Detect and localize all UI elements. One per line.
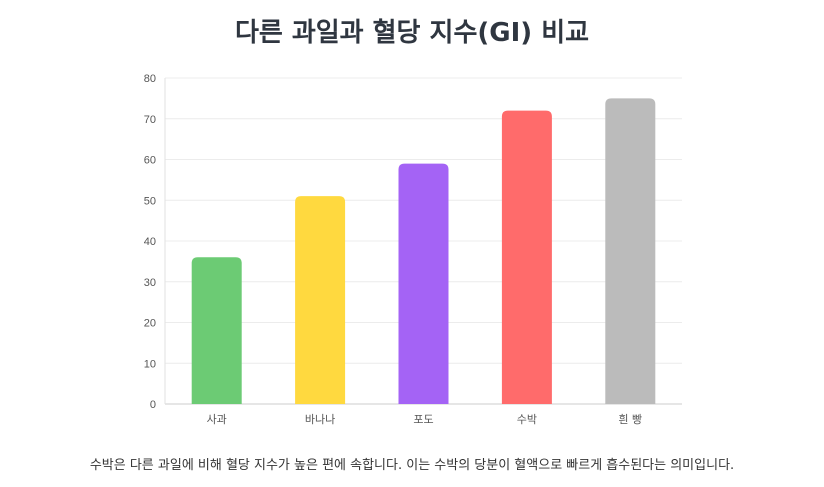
bar-1 [191,257,242,404]
y-tick-label: 80 [144,73,156,85]
chart-caption: 수박은 다른 과일에 비해 혈당 지수가 높은 편에 속합니다. 이는 수박의 … [89,458,735,473]
y-tick-label: 70 [144,114,156,126]
bar-chart: 0 10 20 30 40 50 60 70 80 사과 바나나 포도 수박 흰 빵 [144,73,682,426]
bar-3 [398,163,449,404]
bars [191,98,656,404]
bar-5 [605,98,656,404]
x-tick-label: 흰 빵 [618,413,642,426]
x-tick-label: 바나나 [305,413,335,426]
y-tick-label: 50 [144,195,156,207]
y-tick-label: 60 [144,155,156,167]
y-tick-label: 20 [144,318,156,330]
x-tick-label: 포도 [413,413,433,426]
x-tick-label: 사과 [207,413,227,426]
y-tick-label: 0 [150,399,156,411]
chart-title: 다른 과일과 혈당 지수(GI) 비교 [234,18,590,48]
y-tick-label: 40 [144,236,156,248]
bar-4 [501,110,552,404]
y-tick-label: 10 [144,358,156,370]
chart-area: 0 10 20 30 40 50 60 70 80 사과 바나나 포도 수박 흰 빵 [0,60,824,440]
x-tick-label: 수박 [517,413,537,426]
y-tick-label: 30 [144,277,156,289]
y-axis: 0 10 20 30 40 50 60 70 80 [144,73,166,411]
x-axis: 사과 바나나 포도 수박 흰 빵 [207,413,643,426]
bar-2 [295,196,346,404]
